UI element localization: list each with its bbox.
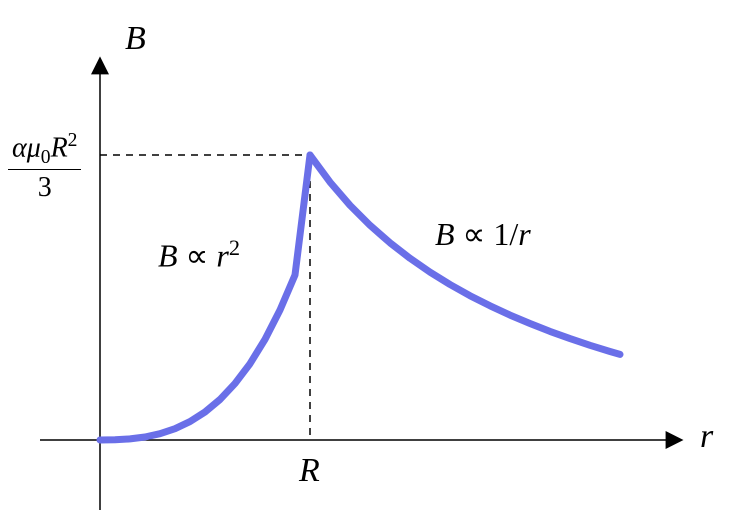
outer-B: B (435, 216, 455, 252)
R-superscript: 2 (68, 130, 78, 151)
y-axis-label-text: B (125, 20, 146, 57)
fraction-denominator: 3 (8, 170, 81, 204)
curve-inner-region (100, 155, 310, 440)
mu-symbol: μ (27, 132, 41, 163)
curve-outer-region (310, 155, 620, 354)
x-axis-label-text: r (700, 418, 713, 455)
proportional-symbol: ∝ (463, 216, 486, 252)
x-tick-R-label: R (299, 452, 320, 490)
inner-region-label: B ∝ r2 (158, 235, 240, 275)
R-symbol: R (51, 132, 68, 163)
fraction-numerator: αμ0R2 (8, 130, 81, 170)
outer-region-label: B ∝ 1/r (435, 215, 531, 253)
alpha-symbol: α (12, 132, 27, 163)
inner-exponent: 2 (229, 235, 240, 260)
y-axis-label: B (125, 20, 146, 58)
proportional-symbol: ∝ (186, 238, 209, 274)
chart-container: B r R αμ0R2 3 B ∝ r2 B ∝ 1/r (0, 0, 742, 528)
x-tick-R-text: R (299, 452, 320, 489)
outer-rhs-1slash: 1/ (493, 216, 518, 252)
mu-subscript: 0 (41, 147, 51, 168)
peak-value-label: αμ0R2 3 (8, 130, 81, 204)
inner-var: r (216, 238, 228, 274)
outer-rhs-r: r (518, 216, 530, 252)
x-axis-label: r (700, 418, 713, 456)
chart-svg (0, 0, 742, 528)
fraction: αμ0R2 3 (8, 130, 81, 204)
inner-B: B (158, 238, 178, 274)
